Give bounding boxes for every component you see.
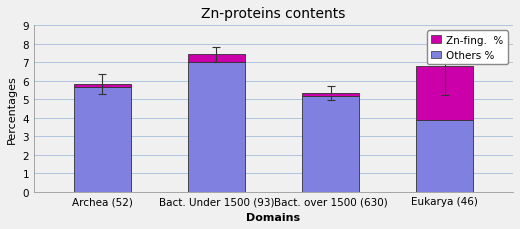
Bar [188, 55, 245, 63]
Y-axis label: Percentages: Percentages [7, 75, 17, 143]
X-axis label: Domains: Domains [246, 212, 301, 222]
Bar [74, 85, 131, 88]
Legend: Zn-fing.  %, Others %: Zn-fing. %, Others % [426, 31, 508, 65]
Bar [416, 67, 473, 121]
Title: Zn-proteins contents: Zn-proteins contents [201, 7, 346, 21]
Bar [416, 121, 473, 192]
Bar [74, 88, 131, 192]
Bar [302, 94, 359, 97]
Bar [302, 97, 359, 192]
Bar [188, 63, 245, 192]
